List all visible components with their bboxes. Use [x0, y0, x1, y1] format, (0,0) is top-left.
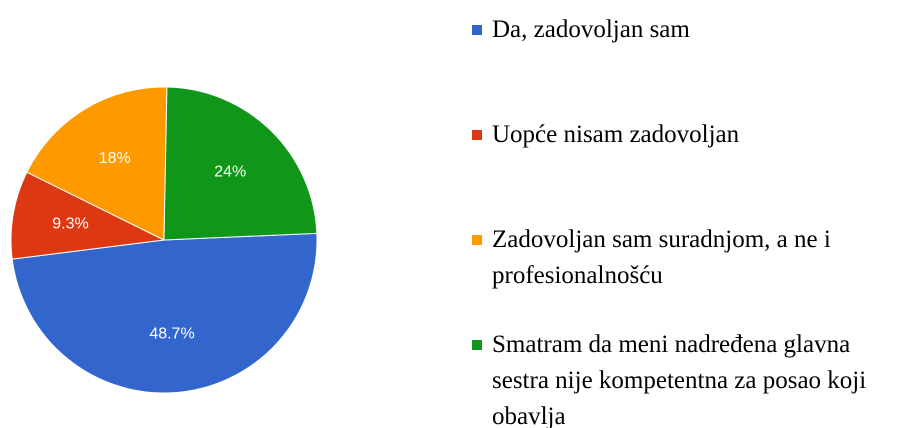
legend-label: Smatram da meni nadređena glavna sestra … [492, 331, 867, 428]
pie-slice [11, 232, 318, 394]
slice-label: 24% [214, 163, 246, 180]
legend-swatch [472, 235, 482, 245]
legend-swatch [472, 130, 482, 140]
legend-label: Da, zadovoljan sam [492, 16, 690, 43]
legend-swatch [472, 340, 482, 350]
pie-slice [163, 86, 318, 241]
pie-slice [10, 171, 166, 260]
legend-swatch [472, 25, 482, 35]
pie-area: 48.7% 9.3% 18% 24% [10, 86, 318, 394]
slice-label: 9.3% [52, 215, 88, 232]
slice-label: 48.7% [149, 326, 194, 343]
pie-slice [26, 86, 168, 241]
slice-label: 18% [99, 150, 131, 167]
legend-label: Zadovoljan sam suradnjom, a ne i profesi… [492, 226, 831, 289]
legend-label: Uopće nisam zadovoljan [492, 121, 740, 148]
